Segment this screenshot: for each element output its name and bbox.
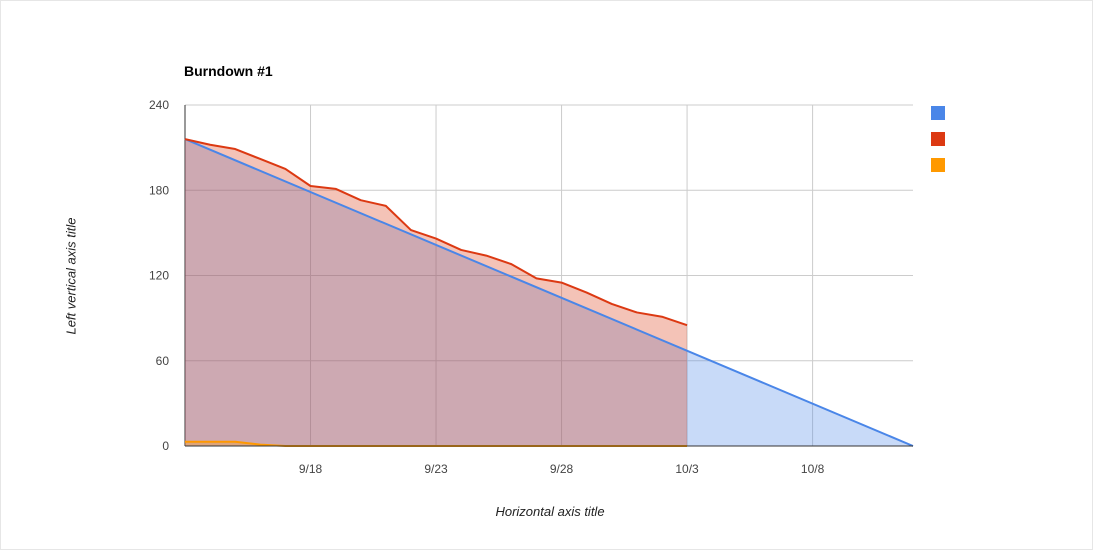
y-tick-label: 120 (149, 269, 169, 283)
series-2-area (185, 139, 688, 446)
x-axis-title: Horizontal axis title (495, 504, 605, 519)
x-tick-label: 10/3 (675, 462, 699, 476)
x-tick-label: 10/8 (801, 462, 825, 476)
series-1-line (184, 138, 914, 447)
legend-swatch (931, 106, 945, 120)
legend-item (931, 157, 951, 173)
legend-item (931, 131, 951, 147)
legend-swatch (931, 158, 945, 172)
x-tick-label: 9/18 (299, 462, 323, 476)
legend-item (931, 105, 951, 121)
legend-swatch (931, 132, 945, 146)
y-tick-label: 0 (162, 439, 169, 453)
y-tick-label: 60 (156, 354, 170, 368)
chart-legend (931, 105, 951, 183)
y-tick-label: 180 (149, 183, 169, 197)
y-tick-label: 240 (149, 98, 169, 112)
x-tick-label: 9/23 (424, 462, 448, 476)
x-tick-label: 9/28 (550, 462, 574, 476)
series-2-line (184, 138, 688, 327)
chart-title: Burndown #1 (184, 63, 273, 79)
